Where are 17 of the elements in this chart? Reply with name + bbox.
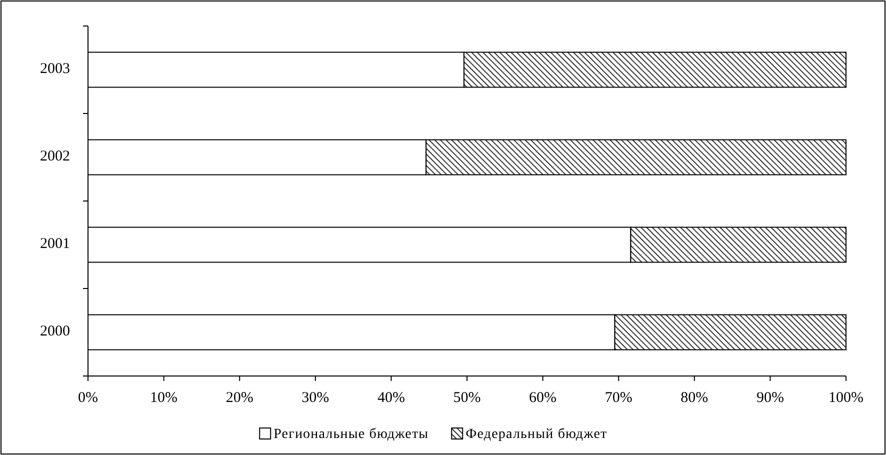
x-tick-label: 10% [150,390,178,406]
x-tick-label: 40% [377,390,405,406]
y-tick-label: 2001 [40,236,70,252]
x-tick-label: 100% [828,390,864,406]
x-tick-label: 0% [78,390,98,406]
x-tick-label: 50% [453,390,481,406]
x-tick-label: 90% [756,390,784,406]
x-tick-label: 30% [302,390,330,406]
y-tick-label: 2000 [40,324,70,340]
x-tick-label: 70% [604,390,632,406]
x-tick-label: 80% [680,390,708,406]
y-tick-label: 2002 [40,148,70,165]
legend-label: Региональные бюджеты [274,427,429,442]
x-tick-label: 60% [529,390,557,406]
x-tick-label: 20% [226,390,254,406]
y-tick-label: 2003 [40,61,70,78]
legend-label: Федеральный бюджет [466,427,608,442]
